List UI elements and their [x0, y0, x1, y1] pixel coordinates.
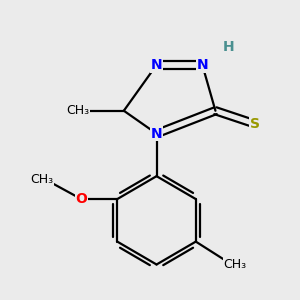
Text: O: O: [75, 192, 87, 206]
Text: S: S: [250, 117, 260, 131]
Text: N: N: [151, 58, 162, 72]
Text: CH₃: CH₃: [67, 104, 90, 117]
Text: N: N: [151, 127, 162, 141]
Text: CH₃: CH₃: [224, 258, 247, 271]
Text: H: H: [223, 40, 234, 54]
Text: N: N: [196, 58, 208, 72]
Text: CH₃: CH₃: [31, 173, 54, 186]
